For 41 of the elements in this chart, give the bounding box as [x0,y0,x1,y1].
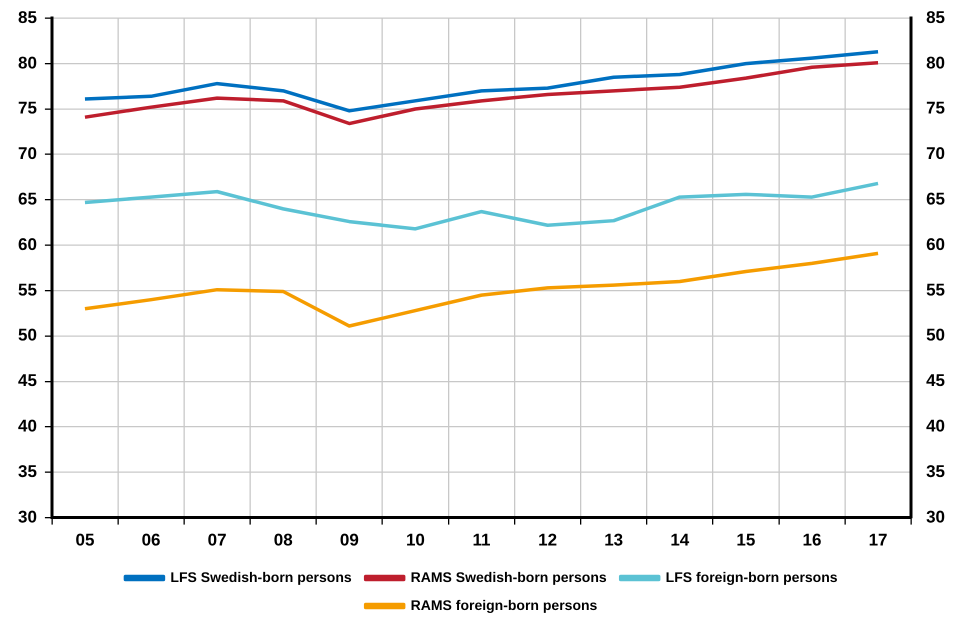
y2-tick-label: 85 [926,8,946,27]
x-tick-label: 14 [670,530,690,550]
x-tick-label: 17 [868,530,888,550]
y2-tick-label: 80 [926,53,946,72]
y2-tick-label: 40 [926,416,946,436]
y-tick-label: 70 [18,144,37,164]
y-tick-label: 30 [18,507,37,526]
y2-tick-label: 70 [926,144,946,164]
x-tick-label: 06 [142,530,161,550]
x-tick-label: 12 [538,530,558,550]
y2-tick-label: 45 [926,371,946,390]
x-tick-label: 05 [75,530,94,550]
y-tick-label: 85 [18,8,37,27]
y2-tick-label: 75 [926,98,946,118]
x-tick-label: 07 [208,530,227,550]
y-tick-label: 35 [18,462,37,481]
y-tick-label: 60 [18,234,37,254]
x-tick-label: 10 [406,530,425,550]
x-tick-label: 16 [802,530,822,550]
y-tick-label: 80 [18,53,37,72]
y2-tick-label: 30 [926,507,946,526]
y-tick-label: 50 [18,326,37,345]
y2-tick-label: 60 [926,234,946,254]
legend-label: LFS foreign-born persons [666,568,838,585]
y-tick-label: 40 [18,416,37,436]
y2-tick-label: 65 [926,189,946,208]
y-tick-label: 45 [18,371,37,390]
x-tick-label: 11 [472,530,490,550]
x-tick-label: 09 [340,530,359,550]
y-tick-label: 75 [18,98,37,118]
legend-label: LFS Swedish-born persons [170,568,352,585]
y-tick-label: 55 [18,280,37,300]
legend-label: RAMS Swedish-born persons [410,568,607,585]
legend-label: RAMS foreign-born persons [410,596,598,613]
x-tick-label: 13 [604,530,624,550]
x-tick-label: 08 [274,530,293,550]
y-tick-label: 65 [18,189,37,208]
y2-tick-label: 35 [926,462,946,481]
y2-tick-label: 50 [926,326,946,345]
x-tick-label: 15 [736,530,756,550]
y2-tick-label: 55 [926,280,946,300]
